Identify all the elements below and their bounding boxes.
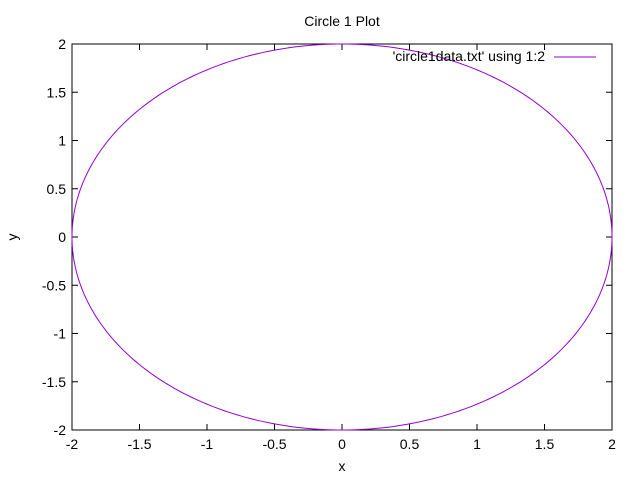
x-tick-label: -2 [66,436,79,452]
x-tick-label: 0.5 [400,436,420,452]
x-tick-label: 2 [608,436,616,452]
chart-title: Circle 1 Plot [304,13,380,29]
plot-frame [71,43,613,431]
y-tick-label: 2 [58,36,66,52]
y-tick-label: -0.5 [42,277,66,293]
x-tick-label: 1 [473,436,481,452]
series-line [71,43,613,431]
y-tick-label: -2 [54,422,67,438]
y-axis-label: y [4,234,20,241]
legend: 'circle1data.txt' using 1:2 [393,48,596,64]
x-tick-label: 0 [338,436,346,452]
tick-group: -2 -1.5 -1 -0.5 0 0.5 1 1.5 2 -2 -1.5 -1 -0.5 0 0.5 1 1.… [42,36,616,452]
y-tick-label: 1 [58,133,66,149]
x-tick-label: -0.5 [262,436,286,452]
x-tick-label: -1 [201,436,214,452]
legend-label: 'circle1data.txt' using 1:2 [393,48,546,64]
y-tick-label: 1.5 [47,84,67,100]
y-tick-label: 0.5 [47,181,67,197]
y-tick-label: 0 [58,229,66,245]
x-tick-label: -1.5 [127,436,151,452]
x-axis-label: x [339,458,346,474]
y-tick-label: -1.5 [42,374,66,390]
x-tick-label: 1.5 [535,436,555,452]
y-tick-label: -1 [54,326,67,342]
